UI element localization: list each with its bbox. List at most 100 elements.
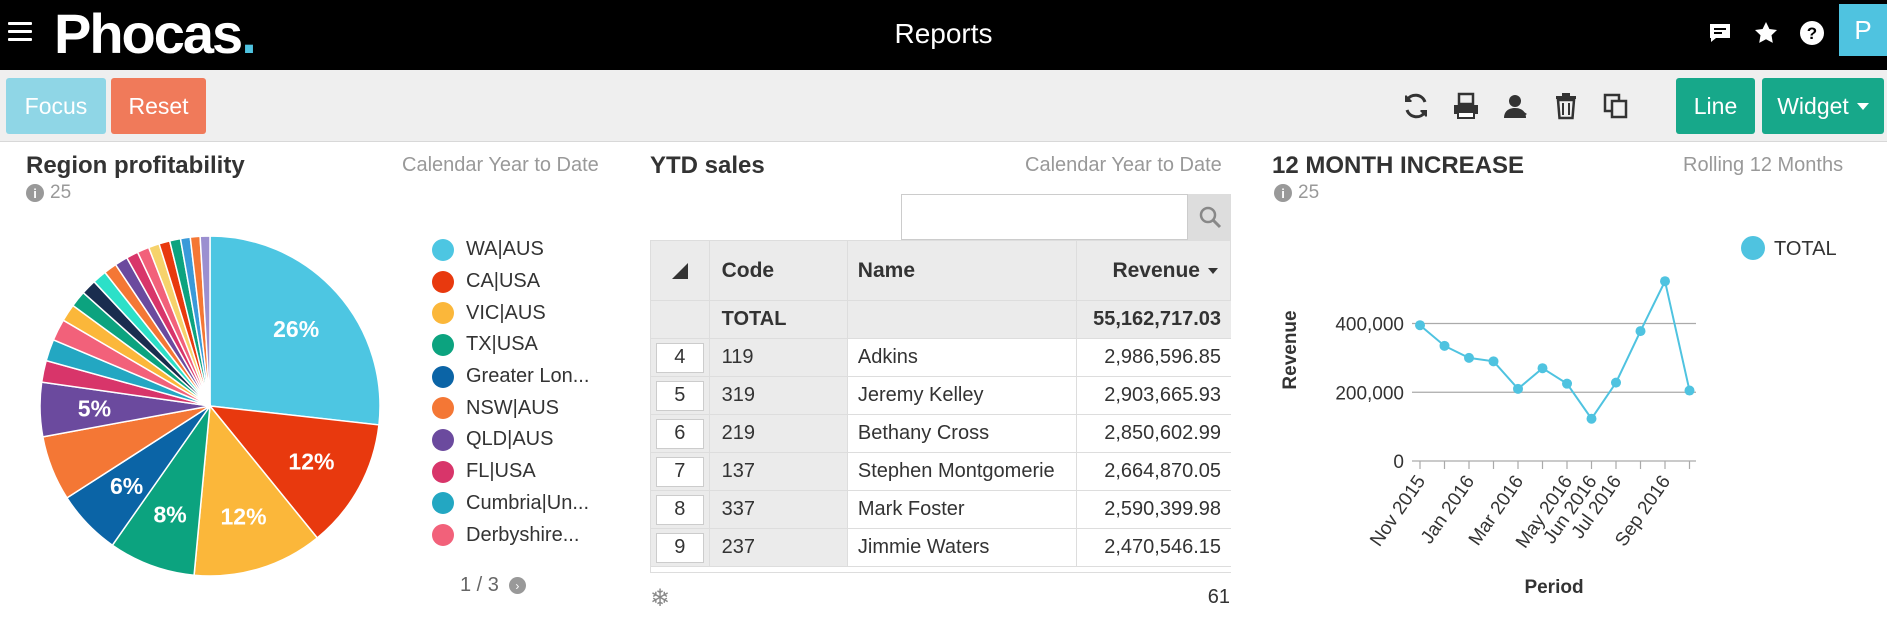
legend-label[interactable]: TOTAL xyxy=(1774,238,1837,260)
legend-dot xyxy=(432,428,454,451)
column-header-name[interactable]: Name xyxy=(848,241,1078,300)
revenue-cell: 2,664,870.05 xyxy=(1104,460,1221,482)
data-point[interactable] xyxy=(1562,378,1572,389)
table-row[interactable]: 9 237 Jimmie Waters 2,470,546.15 xyxy=(651,529,1231,567)
legend-item[interactable]: QLD|AUS xyxy=(432,424,589,456)
table-row[interactable]: 7 137 Stephen Montgomerie 2,664,870.05 xyxy=(651,453,1231,491)
y-axis-label: Revenue xyxy=(1280,310,1301,389)
share-user-icon[interactable] xyxy=(1500,88,1532,124)
pie-slice[interactable] xyxy=(208,405,380,539)
name-cell: Adkins xyxy=(848,339,1078,376)
widget-period: Rolling 12 Months xyxy=(1683,154,1844,176)
sort-desc-icon xyxy=(1207,267,1218,274)
pie-slice[interactable] xyxy=(209,235,381,426)
pie-slice[interactable] xyxy=(193,404,319,577)
legend-item[interactable]: CA|USA xyxy=(432,266,589,298)
data-point[interactable] xyxy=(1611,377,1621,388)
print-icon[interactable] xyxy=(1450,88,1482,124)
y-tick-label: 400,000 xyxy=(1335,315,1404,336)
legend-label: FL|USA xyxy=(466,460,536,483)
legend-label: Derbyshire... xyxy=(466,523,580,546)
info-row: i 25 xyxy=(1274,182,1319,204)
legend-dot xyxy=(432,460,454,483)
pager-text: 1 / 3 xyxy=(460,574,499,596)
info-icon[interactable]: i xyxy=(26,184,44,202)
logo[interactable]: Phocas. xyxy=(54,2,257,65)
name-cell: Stephen Montgomerie xyxy=(848,453,1078,490)
chevron-right-icon[interactable]: › xyxy=(508,577,526,594)
data-point[interactable] xyxy=(1513,383,1523,394)
pie-slice[interactable] xyxy=(199,235,211,407)
code-cell: 119 xyxy=(709,339,848,376)
legend-item[interactable]: FL|USA xyxy=(432,456,589,488)
column-header-revenue[interactable]: Revenue xyxy=(1077,241,1231,300)
legend-item[interactable]: TX|USA xyxy=(432,329,589,361)
legend-dot xyxy=(432,397,454,420)
legend-item[interactable]: Greater Lon... xyxy=(432,361,589,393)
data-point[interactable] xyxy=(1415,320,1425,331)
info-count: 25 xyxy=(1298,182,1320,203)
revenue-cell: 2,903,665.93 xyxy=(1104,384,1221,406)
copy-icon[interactable] xyxy=(1600,88,1632,124)
chat-icon[interactable] xyxy=(1705,18,1735,48)
refresh-icon[interactable] xyxy=(1400,88,1432,124)
widget-dropdown-button[interactable]: Widget xyxy=(1762,78,1884,134)
pie-slice-label: 26% xyxy=(273,316,319,342)
menu-icon[interactable] xyxy=(8,22,32,42)
table-row[interactable]: 8 337 Mark Foster 2,590,399.98 xyxy=(651,491,1231,529)
legend-label: WA|AUS xyxy=(466,238,544,261)
table-row[interactable]: 5 319 Jeremy Kelley 2,903,665.93 xyxy=(651,377,1231,415)
legend-label: QLD|AUS xyxy=(466,428,554,451)
legend-item[interactable]: NSW|AUS xyxy=(432,392,589,424)
data-point[interactable] xyxy=(1660,276,1670,287)
pie-slice[interactable] xyxy=(111,403,212,577)
pie-chart: 26% 12% 12% 8% 6% 5% xyxy=(39,235,381,577)
focus-button[interactable]: Focus xyxy=(6,78,106,134)
select-all-corner[interactable] xyxy=(651,241,710,300)
legend-dot xyxy=(432,524,454,547)
legend-dot[interactable] xyxy=(1741,236,1765,260)
name-cell: Jimmie Waters xyxy=(848,529,1078,566)
data-point[interactable] xyxy=(1684,385,1695,396)
data-point[interactable] xyxy=(1537,363,1548,374)
table-row[interactable]: 6 219 Bethany Cross 2,850,602.99 xyxy=(651,415,1231,453)
trash-icon[interactable] xyxy=(1550,88,1582,124)
star-icon[interactable] xyxy=(1751,18,1781,48)
widget-period: Calendar Year to Date xyxy=(402,154,599,176)
total-revenue: 55,162,717.03 xyxy=(1093,308,1221,330)
legend-item[interactable]: Derbyshire... xyxy=(432,519,589,551)
avatar[interactable]: P xyxy=(1839,4,1887,56)
data-point[interactable] xyxy=(1464,352,1474,363)
series-line xyxy=(1419,278,1691,421)
table-row[interactable]: 4 119 Adkins 2,986,596.85 xyxy=(651,339,1231,377)
revenue-cell: 2,590,399.98 xyxy=(1104,498,1221,520)
legend-item[interactable]: VIC|AUS xyxy=(432,297,589,329)
legend-item[interactable]: WA|AUS xyxy=(432,234,589,266)
data-point[interactable] xyxy=(1586,413,1597,424)
info-icon[interactable]: i xyxy=(1274,184,1292,202)
reset-button[interactable]: Reset xyxy=(111,78,206,134)
top-bar: Phocas. Reports ? P xyxy=(0,0,1887,70)
line-button[interactable]: Line xyxy=(1676,78,1755,134)
data-point[interactable] xyxy=(1488,356,1499,367)
search-input[interactable] xyxy=(901,194,1188,240)
code-cell: 137 xyxy=(709,453,848,490)
info-row: i 25 xyxy=(26,182,71,204)
help-icon[interactable]: ? xyxy=(1797,18,1827,48)
legend-item[interactable]: Cumbria|Un... xyxy=(432,488,589,520)
data-point[interactable] xyxy=(1635,326,1646,337)
legend-dot xyxy=(432,238,454,261)
legend-dot xyxy=(432,492,454,515)
rank-cell: 7 xyxy=(651,453,710,490)
info-count: 25 xyxy=(50,182,72,203)
freeze-icon[interactable]: ❄ xyxy=(650,585,671,612)
x-axis-label: Period xyxy=(1524,577,1583,598)
data-point[interactable] xyxy=(1439,340,1450,351)
pie-slice-label: 6% xyxy=(110,473,143,499)
rank-badge: 4 xyxy=(655,342,704,373)
search-icon[interactable] xyxy=(1188,194,1231,240)
legend-dot xyxy=(432,333,454,356)
column-header-code[interactable]: Code xyxy=(709,241,848,300)
caret-down-icon xyxy=(1856,102,1869,110)
